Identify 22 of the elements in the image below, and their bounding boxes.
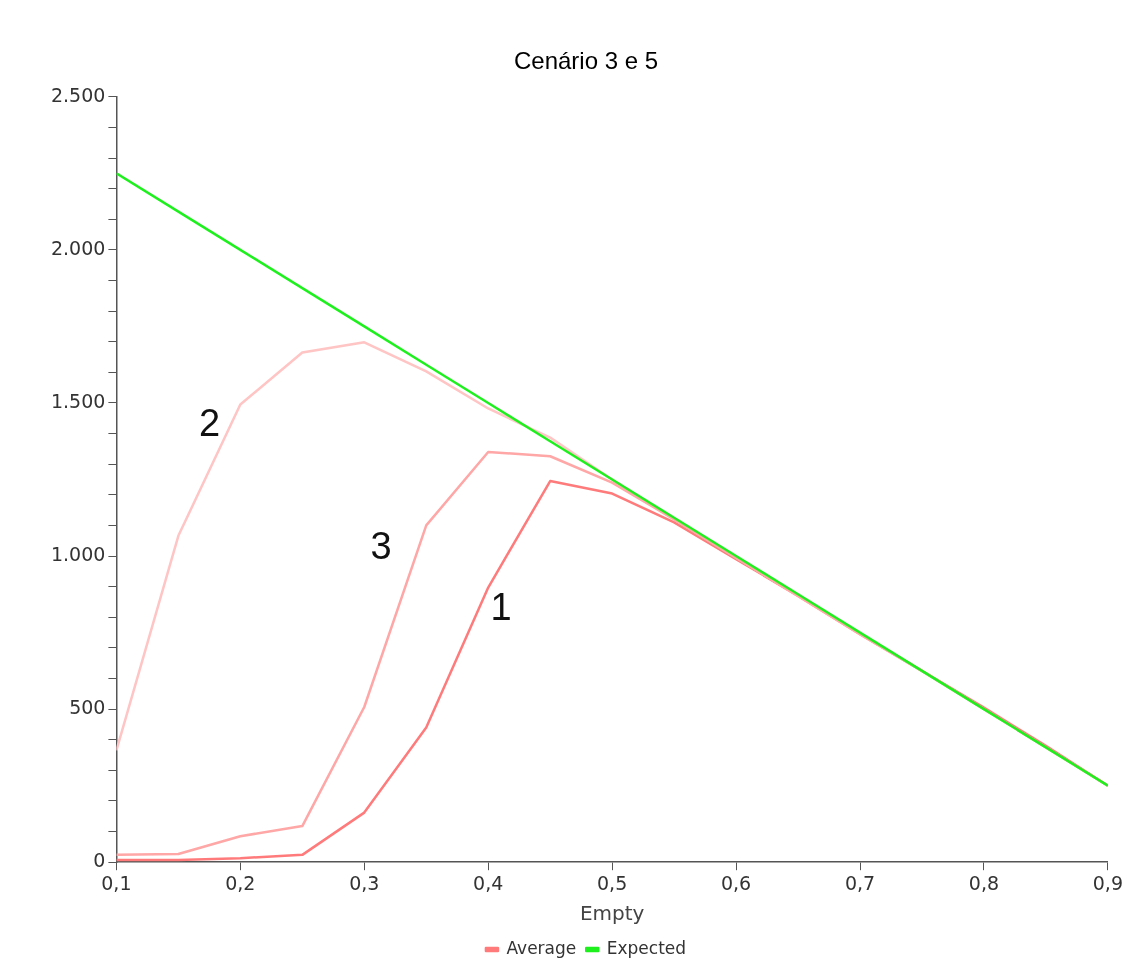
legend-label: Average xyxy=(506,937,577,958)
y-tick-label: 500 xyxy=(69,696,106,719)
legend-label: Expected xyxy=(606,937,687,958)
chart-title: Cenário 3 e 5 xyxy=(513,47,659,75)
x-tick-label: 0,5 xyxy=(597,871,628,894)
x-tick-label: 0,2 xyxy=(225,871,256,894)
y-tick-label: 1.000 xyxy=(50,542,106,565)
x-tick-label: 0,4 xyxy=(473,871,504,894)
annotation: 3 xyxy=(370,524,392,567)
annotation: 2 xyxy=(199,402,221,445)
x-tick-label: 0,8 xyxy=(968,871,1000,894)
annotation: 1 xyxy=(490,586,512,629)
x-tick-label: 0,3 xyxy=(349,871,380,894)
y-tick-label: 2.000 xyxy=(50,236,106,259)
x-tick-label: 0,6 xyxy=(720,871,752,894)
x-tick-label: 0,7 xyxy=(844,871,876,894)
x-tick-label: 0,1 xyxy=(101,871,132,894)
x-axis-title: Empty xyxy=(579,901,645,926)
y-tick-label: 1.500 xyxy=(50,389,106,412)
y-tick-label: 2.500 xyxy=(50,83,106,106)
y-tick-label: 0 xyxy=(93,849,106,872)
x-tick-label: 0,9 xyxy=(1092,871,1123,894)
